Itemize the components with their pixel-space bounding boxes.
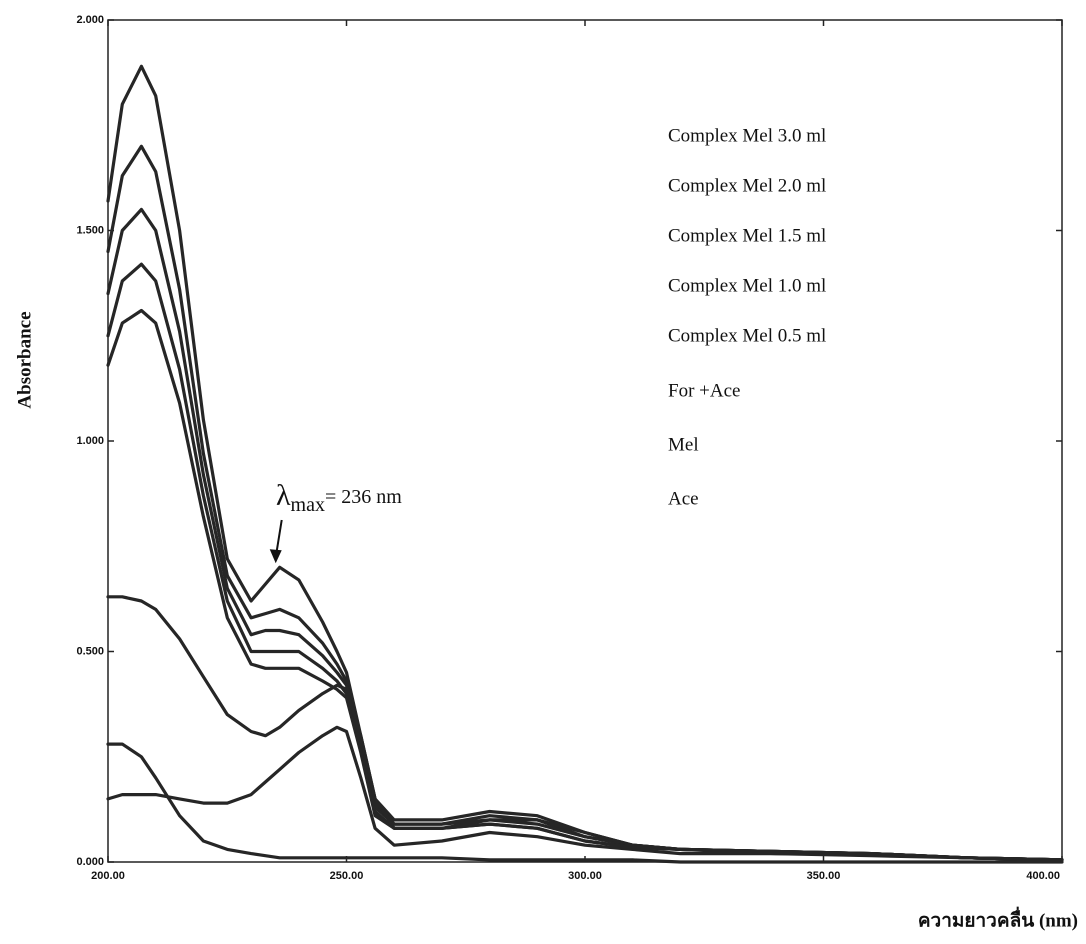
annotation-subscript: max	[291, 494, 325, 516]
legend-entry: Complex Mel 1.5 ml	[668, 225, 826, 246]
series-line	[106, 725, 1064, 862]
x-tick-label: 250.00	[330, 870, 364, 882]
legend-entry: Complex Mel 1.0 ml	[668, 275, 826, 296]
legend-entry: Complex Mel 0.5 ml	[668, 325, 826, 346]
legend-entry: Ace	[668, 488, 699, 509]
x-tick-label: 400.00	[1026, 870, 1060, 882]
x-axis-title: ความยาวคลื่น (nm)	[918, 906, 1078, 931]
series-line	[106, 595, 1064, 862]
y-tick-label: 2.000	[76, 14, 104, 26]
annotation-symbol: λ	[276, 479, 291, 512]
y-tick-label: 0.000	[76, 856, 104, 868]
x-tick-label: 350.00	[807, 870, 841, 882]
series-line	[106, 308, 1064, 862]
y-tick-label: 0.500	[76, 645, 104, 657]
legend-entry: For +Ace	[668, 380, 740, 401]
y-tick-label: 1.500	[76, 224, 104, 236]
annotation-text: = 236 nm	[325, 486, 402, 508]
y-tick-label: 1.000	[76, 435, 104, 447]
series-line	[106, 144, 1064, 862]
annotation: λmax= 236 nm	[276, 479, 402, 516]
series-line	[106, 262, 1064, 862]
series-line	[106, 64, 1064, 862]
legend-entry: Complex Mel 3.0 ml	[668, 125, 826, 146]
legend-entry: Mel	[668, 434, 699, 455]
y-axis-title: Absorbance	[14, 311, 35, 408]
x-tick-label: 300.00	[568, 870, 602, 882]
annotation-arrowhead	[269, 549, 282, 564]
x-tick-label: 200.00	[91, 870, 125, 882]
plot-frame	[107, 19, 1063, 863]
series-line	[106, 207, 1064, 862]
series-line	[106, 742, 1064, 864]
legend-entry: Complex Mel 2.0 ml	[668, 175, 826, 196]
